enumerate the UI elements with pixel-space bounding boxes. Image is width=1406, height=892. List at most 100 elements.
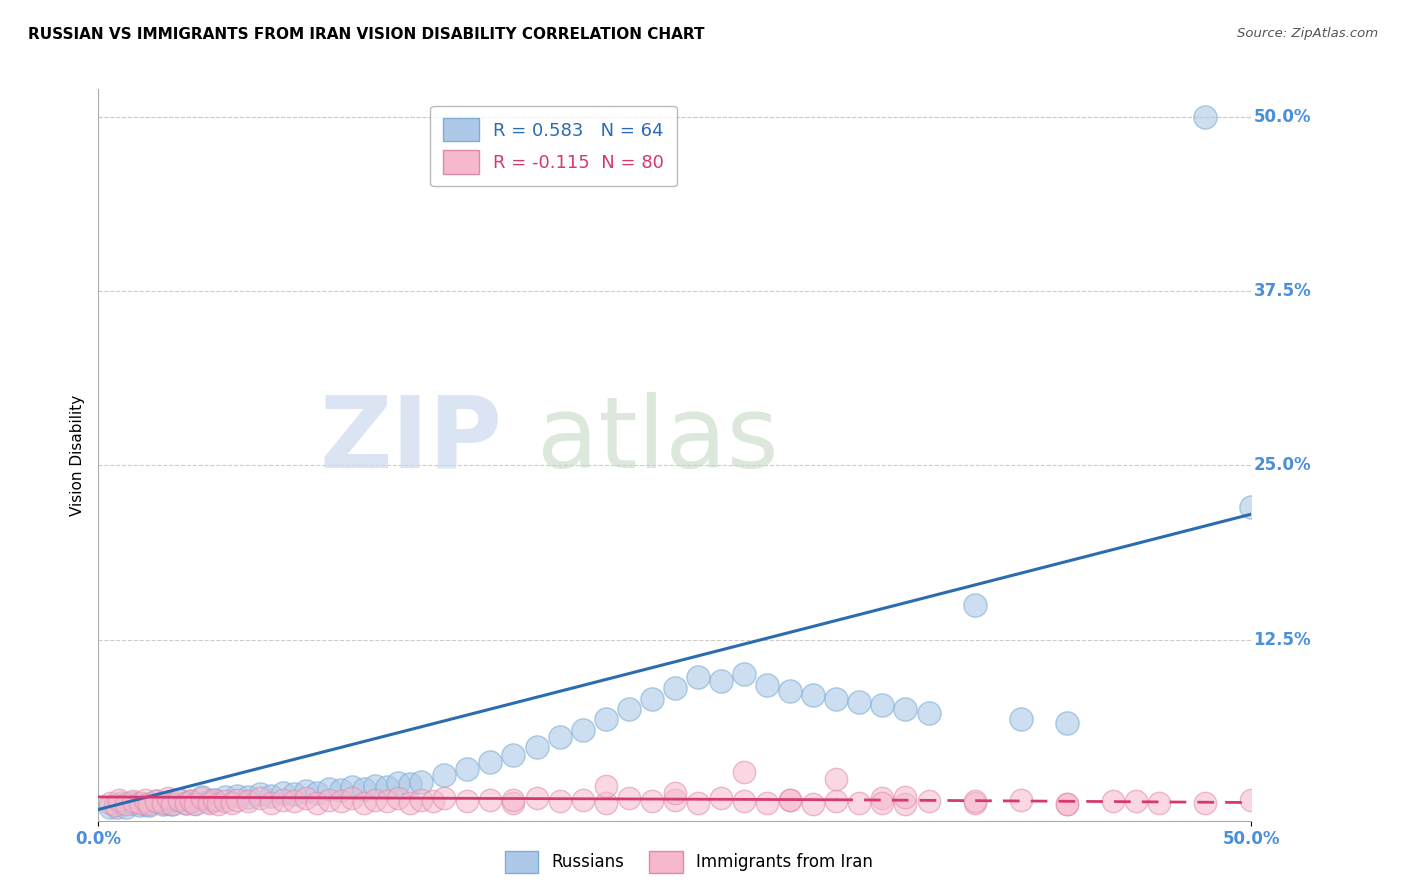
Point: [917, 794, 939, 808]
Point: [664, 681, 686, 696]
Point: [329, 783, 352, 797]
Point: [1056, 797, 1078, 811]
Point: [191, 791, 214, 805]
Point: [108, 793, 131, 807]
Point: [156, 791, 179, 805]
Point: [779, 793, 801, 807]
Point: [526, 739, 548, 754]
Point: [641, 794, 664, 808]
Point: [894, 789, 917, 804]
Point: [156, 796, 179, 810]
Point: [1056, 716, 1078, 731]
Point: [1240, 793, 1263, 807]
Point: [1102, 794, 1125, 808]
Point: [686, 670, 709, 684]
Text: atlas: atlas: [537, 392, 778, 489]
Point: [174, 796, 197, 810]
Point: [134, 793, 156, 807]
Point: [271, 786, 294, 800]
Point: [160, 797, 183, 811]
Point: [1010, 793, 1032, 807]
Point: [1125, 794, 1147, 808]
Point: [917, 706, 939, 721]
Point: [641, 692, 664, 706]
Point: [307, 796, 329, 810]
Point: [184, 796, 207, 810]
Point: [1194, 110, 1216, 124]
Point: [963, 598, 986, 612]
Text: ZIP: ZIP: [319, 392, 502, 489]
Point: [364, 793, 387, 807]
Point: [375, 780, 398, 795]
Point: [872, 698, 894, 712]
Point: [98, 796, 121, 810]
Point: [617, 791, 640, 805]
Point: [756, 796, 779, 810]
Point: [422, 794, 444, 808]
Point: [433, 767, 456, 781]
Point: [167, 793, 190, 807]
Point: [295, 784, 318, 798]
Point: [129, 796, 152, 810]
Point: [398, 796, 420, 810]
Point: [411, 793, 433, 807]
Point: [1010, 712, 1032, 726]
Point: [122, 794, 145, 808]
Point: [105, 799, 128, 814]
Point: [479, 793, 502, 807]
Point: [548, 794, 571, 808]
Point: [249, 787, 271, 801]
Point: [364, 779, 387, 793]
Point: [221, 796, 243, 810]
Point: [571, 723, 593, 737]
Point: [180, 794, 202, 808]
Point: [779, 793, 801, 807]
Point: [202, 793, 225, 807]
Point: [340, 791, 363, 805]
Text: 37.5%: 37.5%: [1254, 282, 1312, 301]
Point: [122, 796, 145, 810]
Point: [801, 797, 824, 811]
Point: [115, 797, 138, 811]
Text: RUSSIAN VS IMMIGRANTS FROM IRAN VISION DISABILITY CORRELATION CHART: RUSSIAN VS IMMIGRANTS FROM IRAN VISION D…: [28, 27, 704, 42]
Point: [129, 798, 152, 813]
Y-axis label: Vision Disability: Vision Disability: [69, 394, 84, 516]
Point: [456, 762, 478, 776]
Point: [152, 797, 174, 811]
Point: [1194, 796, 1216, 810]
Point: [98, 799, 121, 814]
Point: [595, 712, 617, 726]
Point: [167, 793, 190, 807]
Point: [271, 793, 294, 807]
Point: [283, 787, 305, 801]
Point: [329, 794, 352, 808]
Point: [160, 797, 183, 811]
Point: [502, 796, 524, 810]
Text: 25.0%: 25.0%: [1254, 457, 1312, 475]
Point: [134, 797, 156, 811]
Point: [756, 678, 779, 692]
Point: [872, 796, 894, 810]
Point: [198, 796, 221, 810]
Point: [191, 789, 214, 804]
Point: [733, 667, 755, 681]
Point: [411, 774, 433, 789]
Point: [664, 793, 686, 807]
Text: Source: ZipAtlas.com: Source: ZipAtlas.com: [1237, 27, 1378, 40]
Point: [103, 798, 125, 813]
Point: [353, 796, 375, 810]
Point: [198, 794, 221, 808]
Point: [214, 789, 236, 804]
Point: [353, 781, 375, 796]
Point: [433, 791, 456, 805]
Point: [872, 791, 894, 805]
Point: [225, 789, 247, 803]
Point: [848, 695, 870, 709]
Point: [145, 794, 167, 808]
Point: [825, 794, 848, 808]
Point: [238, 789, 260, 804]
Point: [617, 702, 640, 716]
Point: [152, 796, 174, 810]
Point: [1056, 797, 1078, 811]
Point: [1147, 796, 1170, 810]
